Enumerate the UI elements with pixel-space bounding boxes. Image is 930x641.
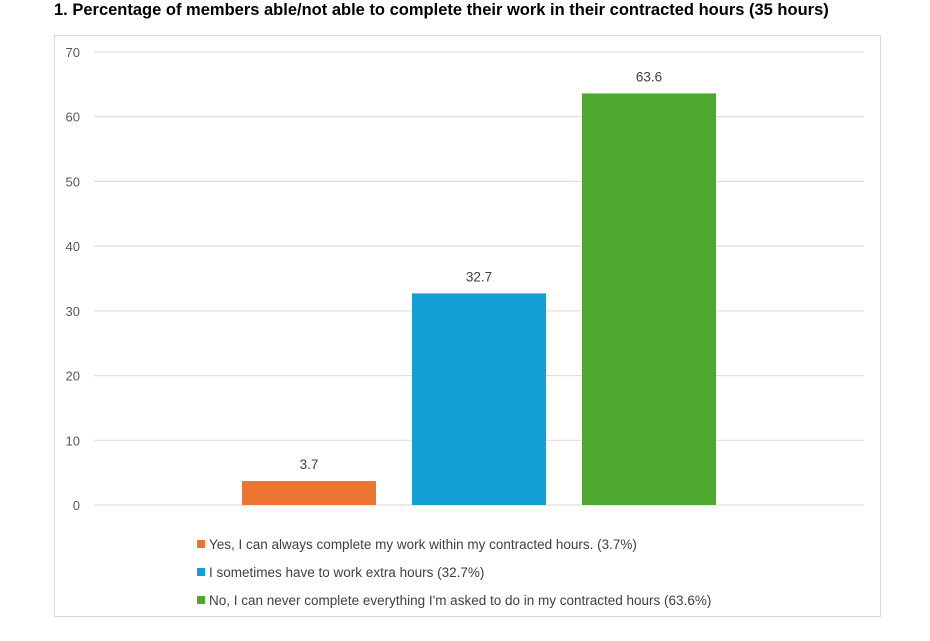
data-label: 32.7 <box>466 269 492 284</box>
y-tick-label: 10 <box>66 433 80 448</box>
y-tick-label: 30 <box>66 304 80 319</box>
chart-frame <box>54 35 881 617</box>
legend-label-never: No, I can never complete everything I'm … <box>209 592 712 608</box>
legend-item-never: No, I can never complete everything I'm … <box>197 586 711 614</box>
legend-swatch-never <box>197 596 205 604</box>
y-tick-label: 0 <box>73 498 80 513</box>
y-tick-label: 60 <box>66 110 80 125</box>
y-tick-label: 70 <box>66 45 80 60</box>
legend-item-sometimes: I sometimes have to work extra hours (32… <box>197 558 711 586</box>
bar <box>582 93 716 505</box>
legend-item-yes: Yes, I can always complete my work withi… <box>197 530 711 558</box>
legend-label-yes: Yes, I can always complete my work withi… <box>209 536 637 552</box>
data-label: 3.7 <box>300 457 319 472</box>
bar <box>242 481 376 505</box>
legend-swatch-yes <box>197 540 205 548</box>
y-tick-label: 40 <box>66 239 80 254</box>
y-tick-label: 50 <box>66 174 80 189</box>
legend-label-sometimes: I sometimes have to work extra hours (32… <box>209 564 485 580</box>
legend: Yes, I can always complete my work withi… <box>197 530 711 614</box>
chart-title: 1. Percentage of members able/not able t… <box>54 1 829 19</box>
y-tick-label: 20 <box>66 369 80 384</box>
data-label: 63.6 <box>636 69 662 84</box>
legend-swatch-sometimes <box>197 568 205 576</box>
bar <box>412 293 546 505</box>
